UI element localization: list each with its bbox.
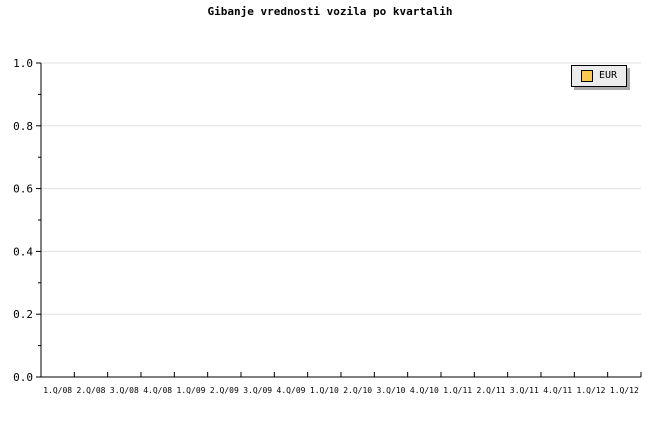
y-tick-label: 0.0 bbox=[13, 371, 33, 384]
legend-label-eur: EUR bbox=[599, 70, 618, 81]
x-tick-label: 4.Q/08 bbox=[143, 386, 172, 395]
x-tick-label: 3.Q/11 bbox=[510, 386, 539, 395]
x-tick-label: 1.Q/09 bbox=[177, 386, 206, 395]
x-tick-label: 4.Q/11 bbox=[543, 386, 572, 395]
x-tick-label: 2.Q/08 bbox=[77, 386, 106, 395]
x-tick-label: 2.Q/09 bbox=[210, 386, 239, 395]
x-tick-label: 4.Q/10 bbox=[410, 386, 439, 395]
x-tick-label: 3.Q/10 bbox=[377, 386, 406, 395]
x-tick-label: 1.Q/12 bbox=[577, 386, 606, 395]
y-tick-label: 0.6 bbox=[13, 183, 33, 196]
x-tick-label: 2.Q/11 bbox=[477, 386, 506, 395]
x-tick-label: 1.Q/10 bbox=[310, 386, 339, 395]
x-tick-label: 4.Q/09 bbox=[277, 386, 306, 395]
x-tick-label: 1.Q/08 bbox=[43, 386, 72, 395]
x-tick-label: 3.Q/08 bbox=[110, 386, 139, 395]
x-tick-label: 2.Q/10 bbox=[343, 386, 372, 395]
y-tick-label: 0.2 bbox=[13, 308, 33, 321]
y-tick-label: 0.4 bbox=[13, 245, 33, 258]
y-tick-label: 0.8 bbox=[13, 120, 33, 133]
chart-title: Gibanje vrednosti vozila po kvartalih bbox=[207, 5, 453, 18]
legend-swatch-eur bbox=[581, 70, 593, 82]
x-tick-label: 3.Q/09 bbox=[243, 386, 272, 395]
legend: EUR bbox=[571, 65, 627, 87]
y-tick-label: 1.0 bbox=[13, 57, 33, 70]
x-tick-label: 1.Q/11 bbox=[443, 386, 472, 395]
x-tick-label: 1.Q/12 bbox=[610, 386, 639, 395]
